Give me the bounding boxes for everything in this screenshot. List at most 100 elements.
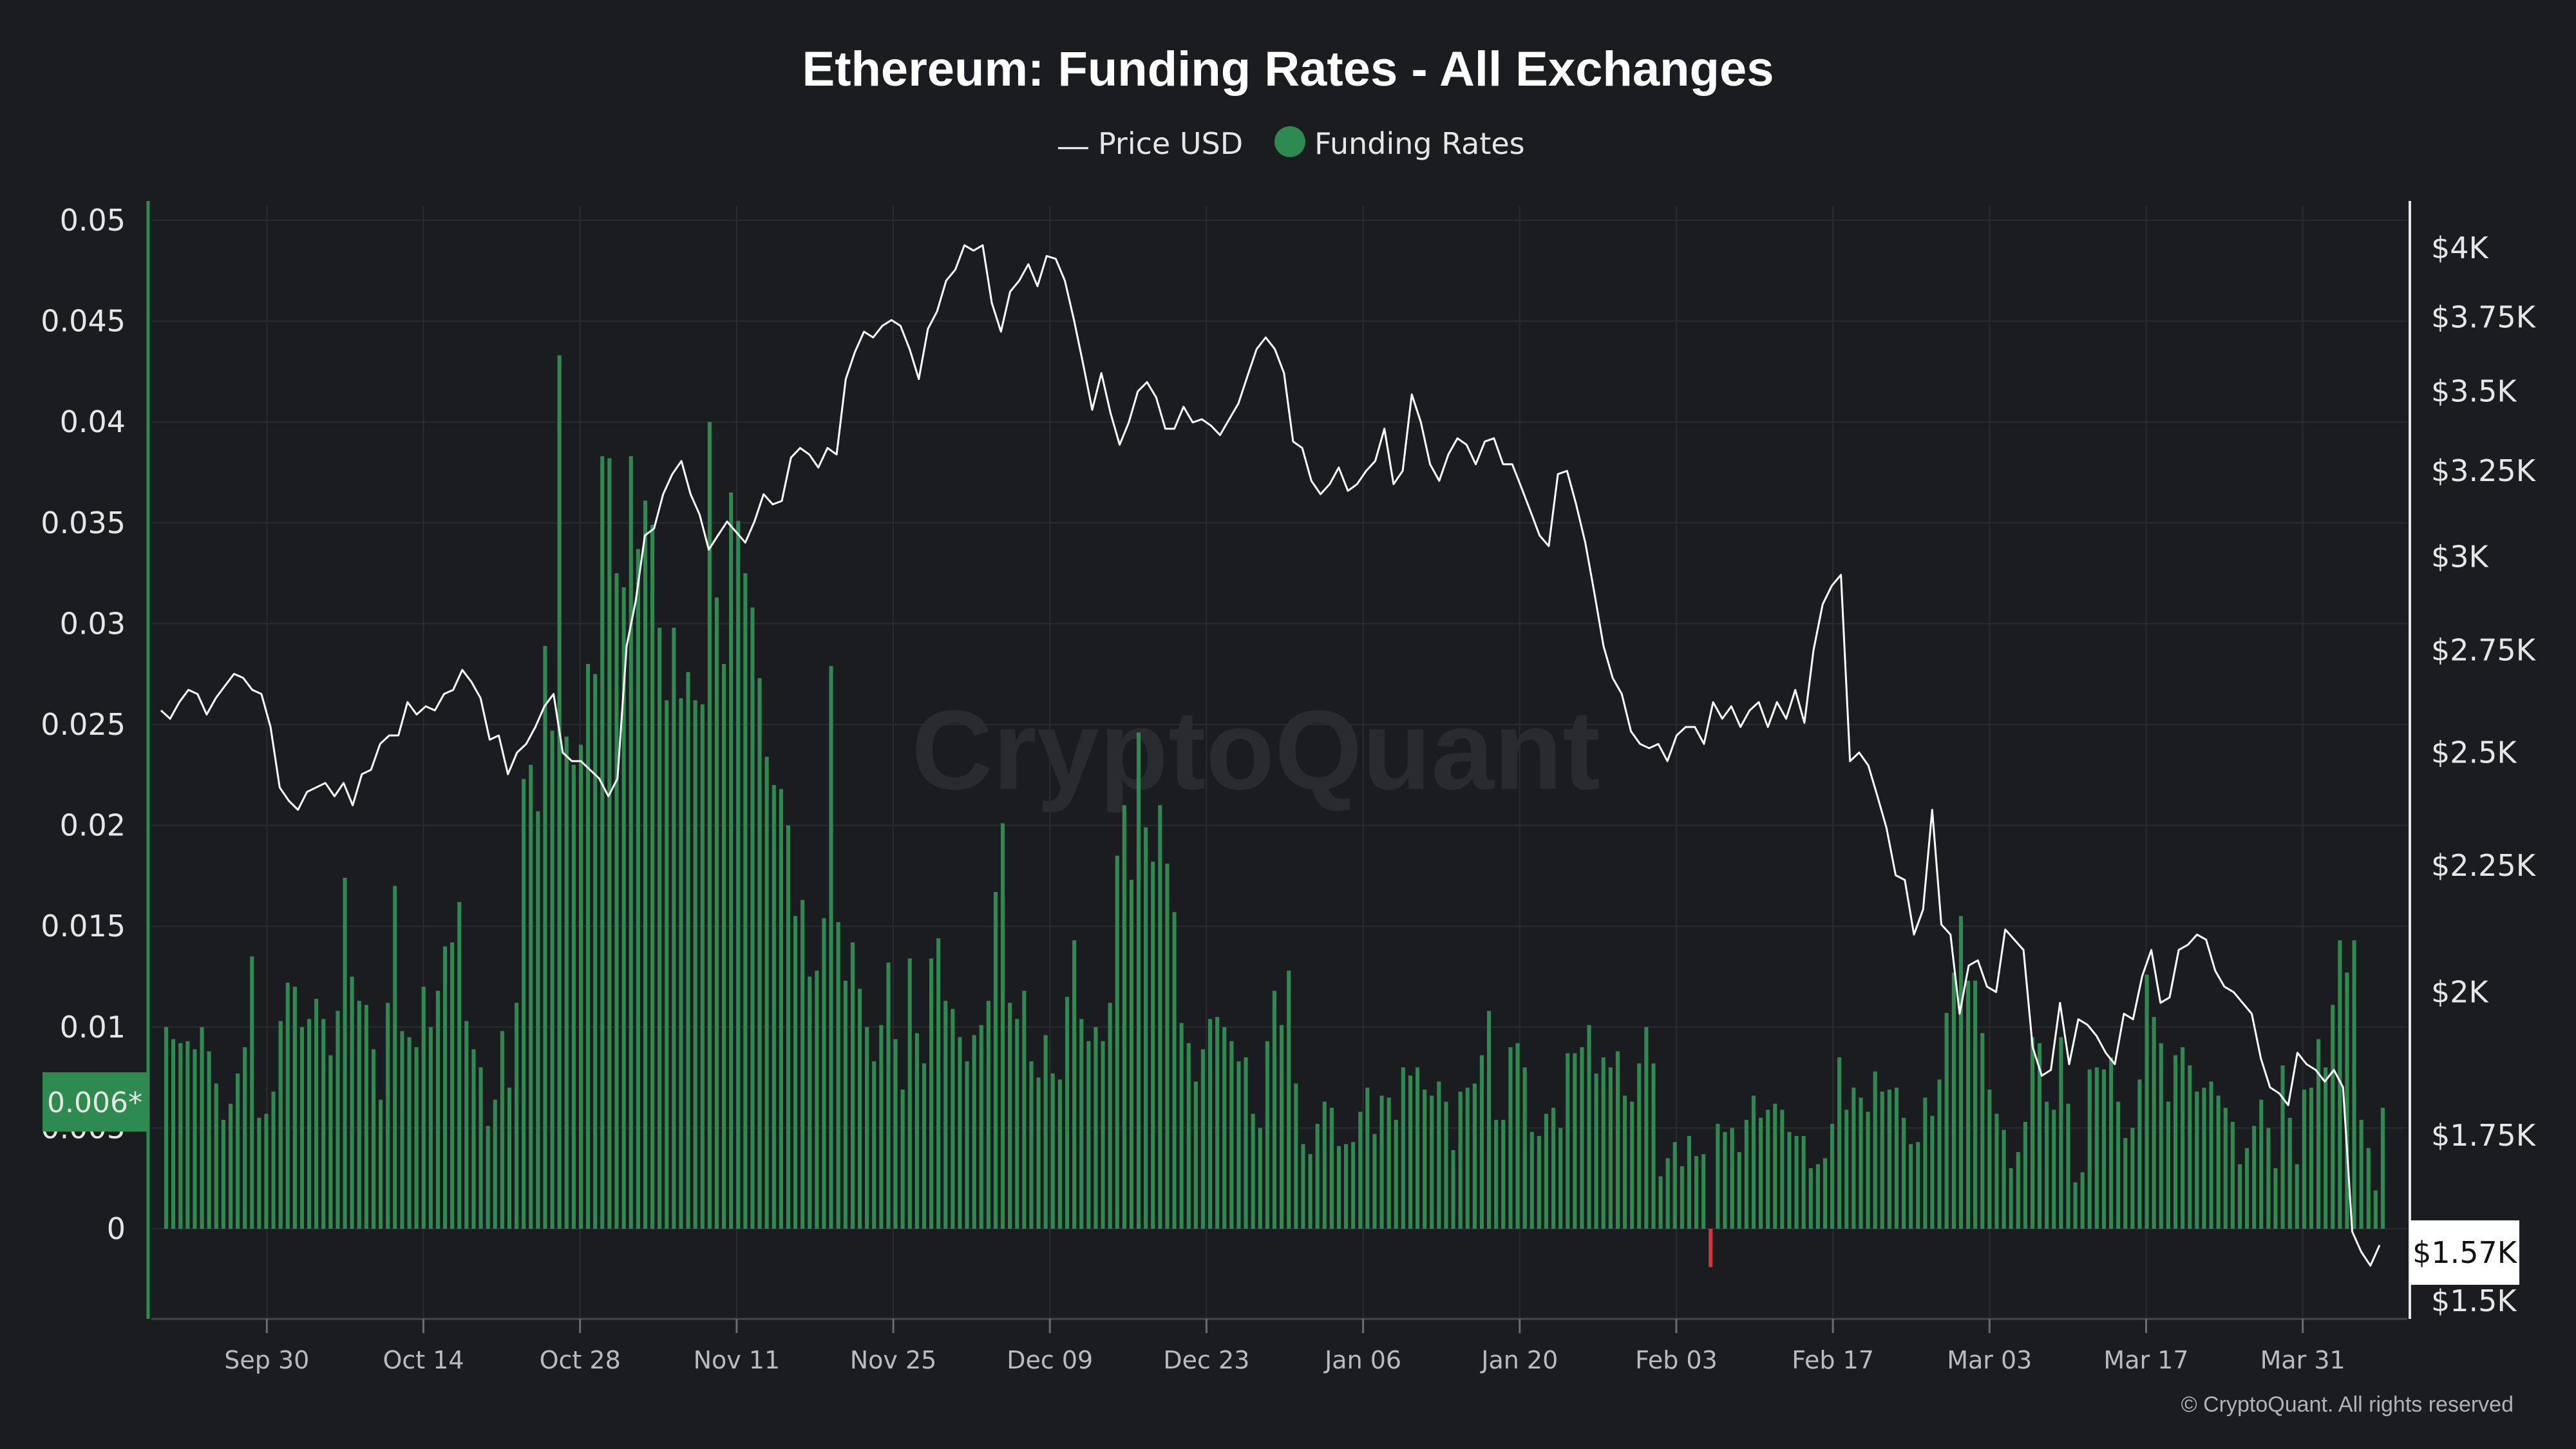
funding-bar [972,1035,976,1229]
funding-bar [1265,1041,1269,1229]
funding-bar [2066,1103,2070,1229]
funding-bar [1751,1095,1756,1229]
funding-bar [1973,980,1978,1229]
funding-bar [221,1119,225,1229]
funding-bar [1423,1089,1427,1229]
funding-bar [1043,1035,1048,1229]
funding-bar [379,1099,383,1229]
funding-bar [536,811,540,1229]
funding-bar [2101,1069,2106,1229]
funding-bar [1980,1033,1985,1229]
funding-bar [1158,805,1162,1229]
funding-bar [1530,1132,1534,1229]
funding-bar [743,573,748,1229]
funding-bar [1894,1087,1899,1229]
funding-bar [1200,1049,1205,1229]
legend: Price USD Funding Rates [1058,126,1525,161]
funding-bar [400,1031,404,1229]
funding-bar [1716,1124,1720,1229]
left-axis-tick-label: 0.05 [60,203,126,238]
funding-bar [2080,1172,2085,1229]
legend-funding-label[interactable]: Funding Rates [1314,126,1525,161]
funding-bar [357,1001,361,1229]
funding-bar [343,878,347,1229]
funding-bar [307,1019,312,1229]
funding-bar [614,573,619,1229]
funding-bar [1830,1124,1835,1229]
funding-bar [493,1099,497,1229]
funding-bar [850,942,855,1229]
funding-bar [2009,1168,2013,1229]
funding-bar [986,1001,990,1229]
funding-bar [750,607,755,1229]
funding-bar [578,744,583,1229]
funding-bar [2188,1065,2192,1229]
funding-bar [1179,1023,1184,1229]
funding-bar [1186,1043,1191,1229]
funding-bar [1794,1135,1799,1229]
funding-bar [1365,1087,1370,1229]
funding-bar [2073,1182,2078,1229]
funding-bar [1129,880,1133,1229]
funding-bar [2352,940,2356,1229]
funding-bar [815,971,819,1229]
funding-bar [1508,1047,1513,1229]
funding-bar [214,1083,218,1229]
funding-bar [1394,1119,1398,1229]
funding-bar [543,645,547,1229]
funding-bar [1808,1168,1813,1229]
funding-bar [1308,1154,1312,1229]
funding-bar [665,700,669,1229]
funding-bar [2059,1037,2063,1229]
funding-bar [1658,1176,1663,1229]
funding-bar [1329,1108,1334,1229]
funding-bar [764,757,769,1229]
funding-bar [550,730,554,1229]
funding-bar [2087,1069,2092,1229]
funding-bar [435,990,440,1229]
funding-bar [1101,1041,1105,1229]
right-axis: $4K $3.75K $3.5K $3.25K $3K $2.75K $2.5K $2.25K… [2409,201,2537,1319]
legend-price-label[interactable]: Price USD [1098,126,1243,161]
funding-bar [1787,1132,1792,1229]
funding-bar [292,987,297,1229]
x-axis-tick-label: Feb 03 [1635,1346,1718,1374]
right-axis-tick-label: $4K [2431,231,2490,265]
funding-bar [1165,864,1170,1229]
legend-funding-marker[interactable] [1274,126,1305,157]
funding-bar [171,1039,176,1229]
funding-bar [2338,940,2342,1229]
funding-bar [1036,1077,1041,1229]
funding-bar [1608,1067,1613,1229]
funding-bar [207,1051,211,1229]
right-axis-tick-label: $1.5K [2431,1283,2517,1318]
funding-bar [257,1117,261,1229]
funding-bar [1522,1067,1527,1229]
funding-bar [714,597,719,1229]
funding-bar [693,700,697,1229]
funding-bar [1815,1164,1820,1229]
funding-bar [200,1027,204,1229]
funding-bar [607,458,612,1229]
funding-bar [421,987,426,1229]
watermark: CryptoQuant [911,688,1600,813]
funding-bar [393,886,397,1229]
left-axis-tick-label: 0.015 [41,909,126,943]
funding-bar [2159,1043,2163,1229]
x-axis-tick-label: Mar 03 [1947,1346,2032,1374]
funding-bar [2016,1152,2020,1229]
funding-bar [564,736,569,1229]
funding-bar [965,1061,969,1229]
right-axis-tick-label: $1.75K [2431,1118,2537,1153]
funding-bar [1029,1061,1034,1229]
funding-bar [1379,1095,1384,1229]
funding-bar [929,958,934,1229]
funding-bar [1236,1061,1241,1229]
funding-bar [793,916,798,1229]
funding-bar [1916,1142,1920,1229]
current-funding-label: 0.006* [47,1086,142,1119]
funding-bar [643,500,647,1229]
funding-bar [907,958,912,1229]
right-axis-tick-label: $2.25K [2431,848,2537,883]
